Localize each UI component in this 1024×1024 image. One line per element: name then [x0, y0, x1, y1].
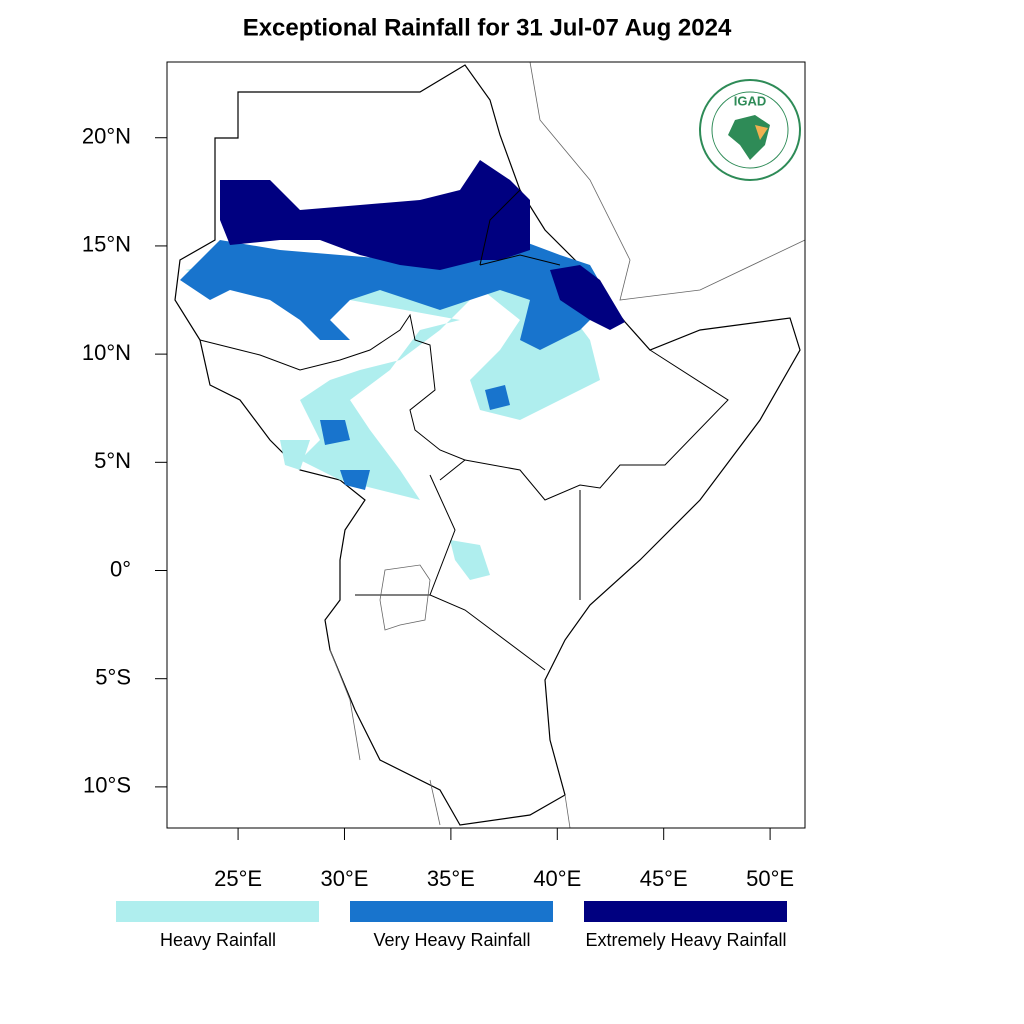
x-tick-label: 35°E [427, 866, 475, 891]
y-tick-label: 0° [110, 556, 131, 581]
x-tick-label: 50°E [746, 866, 794, 891]
y-tick-label: 10°N [82, 340, 131, 365]
y-tick-label: 15°N [82, 232, 131, 257]
y-tick-label: 20°N [82, 124, 131, 149]
x-tick-label: 45°E [640, 866, 688, 891]
legend-label: Very Heavy Rainfall [373, 930, 530, 950]
y-tick-label: 10°S [83, 773, 131, 798]
axes: 20°N 15°N 10°N 5°N 0° 5°S 10°S 25°E 30°E 35°E 40°E… [82, 124, 794, 891]
legend: Heavy Rainfall Very Heavy Rainfall Extreme… [116, 901, 787, 950]
legend-swatch [584, 901, 787, 922]
map-area: IGAD [166, 61, 806, 829]
y-tick-label: 5°N [94, 448, 131, 473]
lakes-rivers [329, 61, 806, 829]
country-borders [199, 189, 729, 671]
legend-label: Extremely Heavy Rainfall [585, 930, 786, 950]
map-title: Exceptional Rainfall for 31 Jul-07 Aug 2… [243, 14, 732, 41]
legend-swatch [350, 901, 553, 922]
x-tick-label: 25°E [214, 866, 262, 891]
x-tick-label: 40°E [533, 866, 581, 891]
rainfall-extremely-heavy [220, 160, 625, 330]
rainfall-very-heavy [180, 240, 610, 490]
map-frame [166, 61, 806, 829]
y-tick-label: 5°S [95, 665, 131, 690]
igad-logo: IGAD [699, 79, 801, 181]
x-tick-label: 30°E [321, 866, 369, 891]
legend-label: Heavy Rainfall [160, 930, 276, 950]
logo-text: IGAD [734, 93, 767, 108]
legend-swatch [116, 901, 319, 922]
